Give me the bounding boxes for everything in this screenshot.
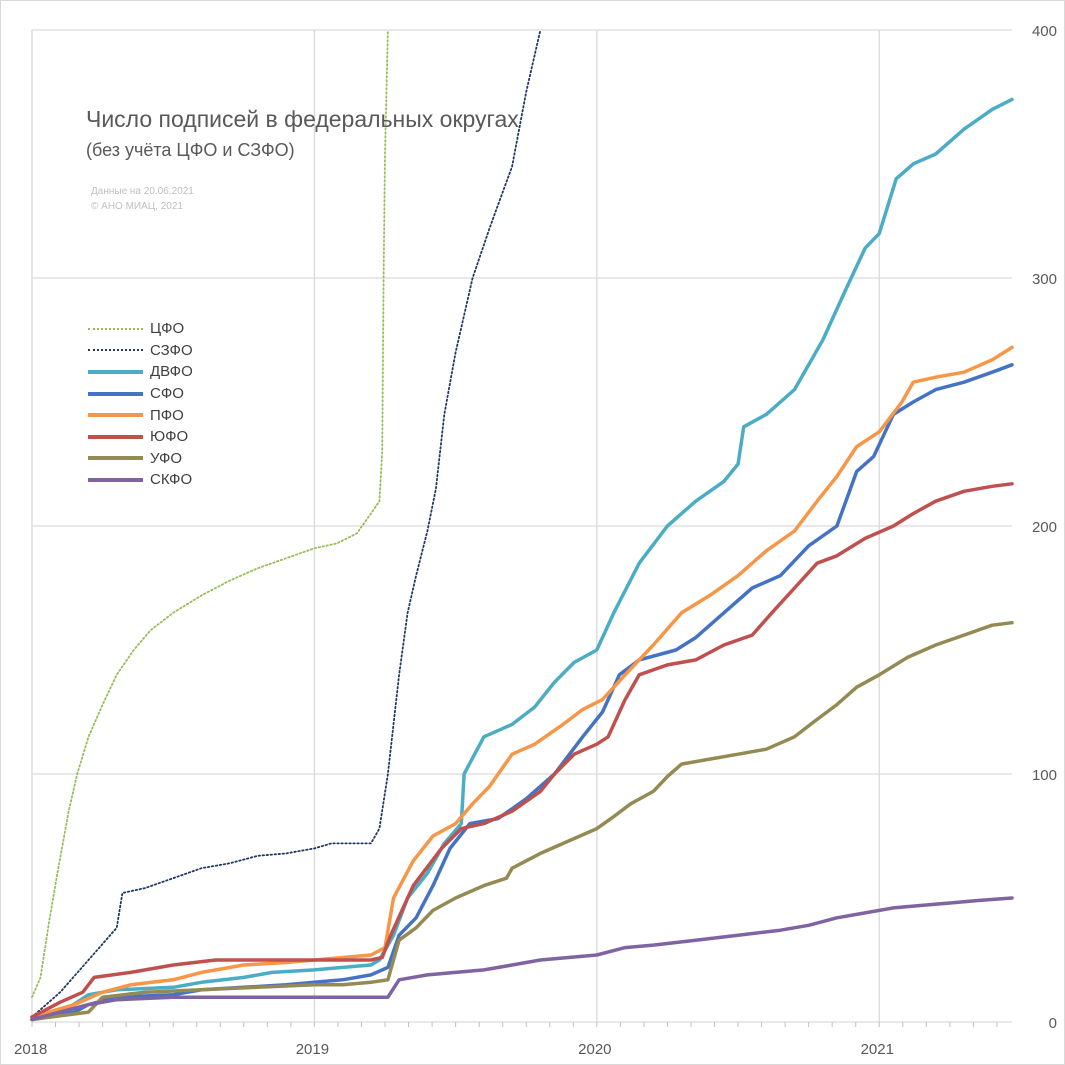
legend-item: СФО bbox=[88, 383, 193, 405]
legend-item: ДВФО bbox=[88, 361, 193, 383]
legend-label: СКФО bbox=[150, 471, 193, 489]
x-tick-label: 2020 bbox=[578, 1041, 611, 1058]
series-line-СКФО bbox=[30, 896, 1014, 1022]
legend: ЦФО СЗФО ДВФО СФО ПФО ЮФО УФО СКФО bbox=[88, 318, 193, 491]
chart-title: Число подписей в федеральных округах bbox=[86, 106, 519, 132]
legend-label: ПФО bbox=[150, 406, 184, 424]
legend-item: ЦФО bbox=[88, 318, 193, 340]
legend-item: ЮФО bbox=[88, 426, 193, 448]
x-tick-label: 2018 bbox=[14, 1041, 47, 1058]
chart-subtitle: (без учёта ЦФО и СЗФО) bbox=[86, 140, 295, 160]
legend-swatch bbox=[88, 349, 143, 352]
x-axis-ticks: 2018 2019 2020 2021 bbox=[14, 1041, 894, 1058]
series-line-СЗФО bbox=[31, 29, 542, 1018]
y-tick-label: 200 bbox=[1032, 519, 1057, 536]
legend-swatch bbox=[88, 391, 143, 396]
legend-swatch bbox=[88, 413, 143, 418]
y-tick-label: 400 bbox=[1032, 23, 1057, 40]
data-date-note: Данные на 20.06.2021 bbox=[91, 186, 194, 197]
series-line-ЦФО bbox=[31, 29, 389, 999]
legend-label: УФО bbox=[150, 449, 183, 467]
legend-item: СКФО bbox=[88, 469, 193, 491]
legend-swatch bbox=[88, 477, 143, 482]
legend-item: ПФО bbox=[88, 404, 193, 426]
copyright-note: © АНО МИАЦ, 2021 bbox=[91, 201, 183, 212]
y-tick-label: 100 bbox=[1032, 767, 1057, 784]
legend-swatch bbox=[88, 456, 143, 461]
grid bbox=[31, 29, 1012, 1027]
x-tick-label: 2019 bbox=[296, 1041, 329, 1058]
legend-swatch bbox=[88, 434, 143, 439]
series-lines bbox=[30, 29, 1014, 1022]
legend-label: СЗФО bbox=[150, 341, 193, 359]
series-line-УФО bbox=[30, 620, 1014, 1022]
y-tick-label: 0 bbox=[1049, 1015, 1057, 1032]
series-line-ДВФО bbox=[30, 97, 1014, 1019]
series-line-ЮФО bbox=[30, 482, 1014, 1019]
legend-swatch bbox=[88, 327, 143, 330]
y-axis-ticks: 0 100 200 300 400 bbox=[1032, 23, 1057, 1032]
y-tick-label: 300 bbox=[1032, 271, 1057, 288]
legend-label: СФО bbox=[150, 385, 184, 403]
legend-item: УФО bbox=[88, 448, 193, 470]
series-line-ПФО bbox=[30, 345, 1014, 1019]
legend-label: ЦФО bbox=[150, 320, 185, 338]
legend-swatch bbox=[88, 369, 143, 374]
x-tick-label: 2021 bbox=[861, 1041, 894, 1058]
legend-label: ДВФО bbox=[150, 363, 193, 381]
legend-item: СЗФО bbox=[88, 340, 193, 362]
legend-label: ЮФО bbox=[150, 428, 189, 446]
